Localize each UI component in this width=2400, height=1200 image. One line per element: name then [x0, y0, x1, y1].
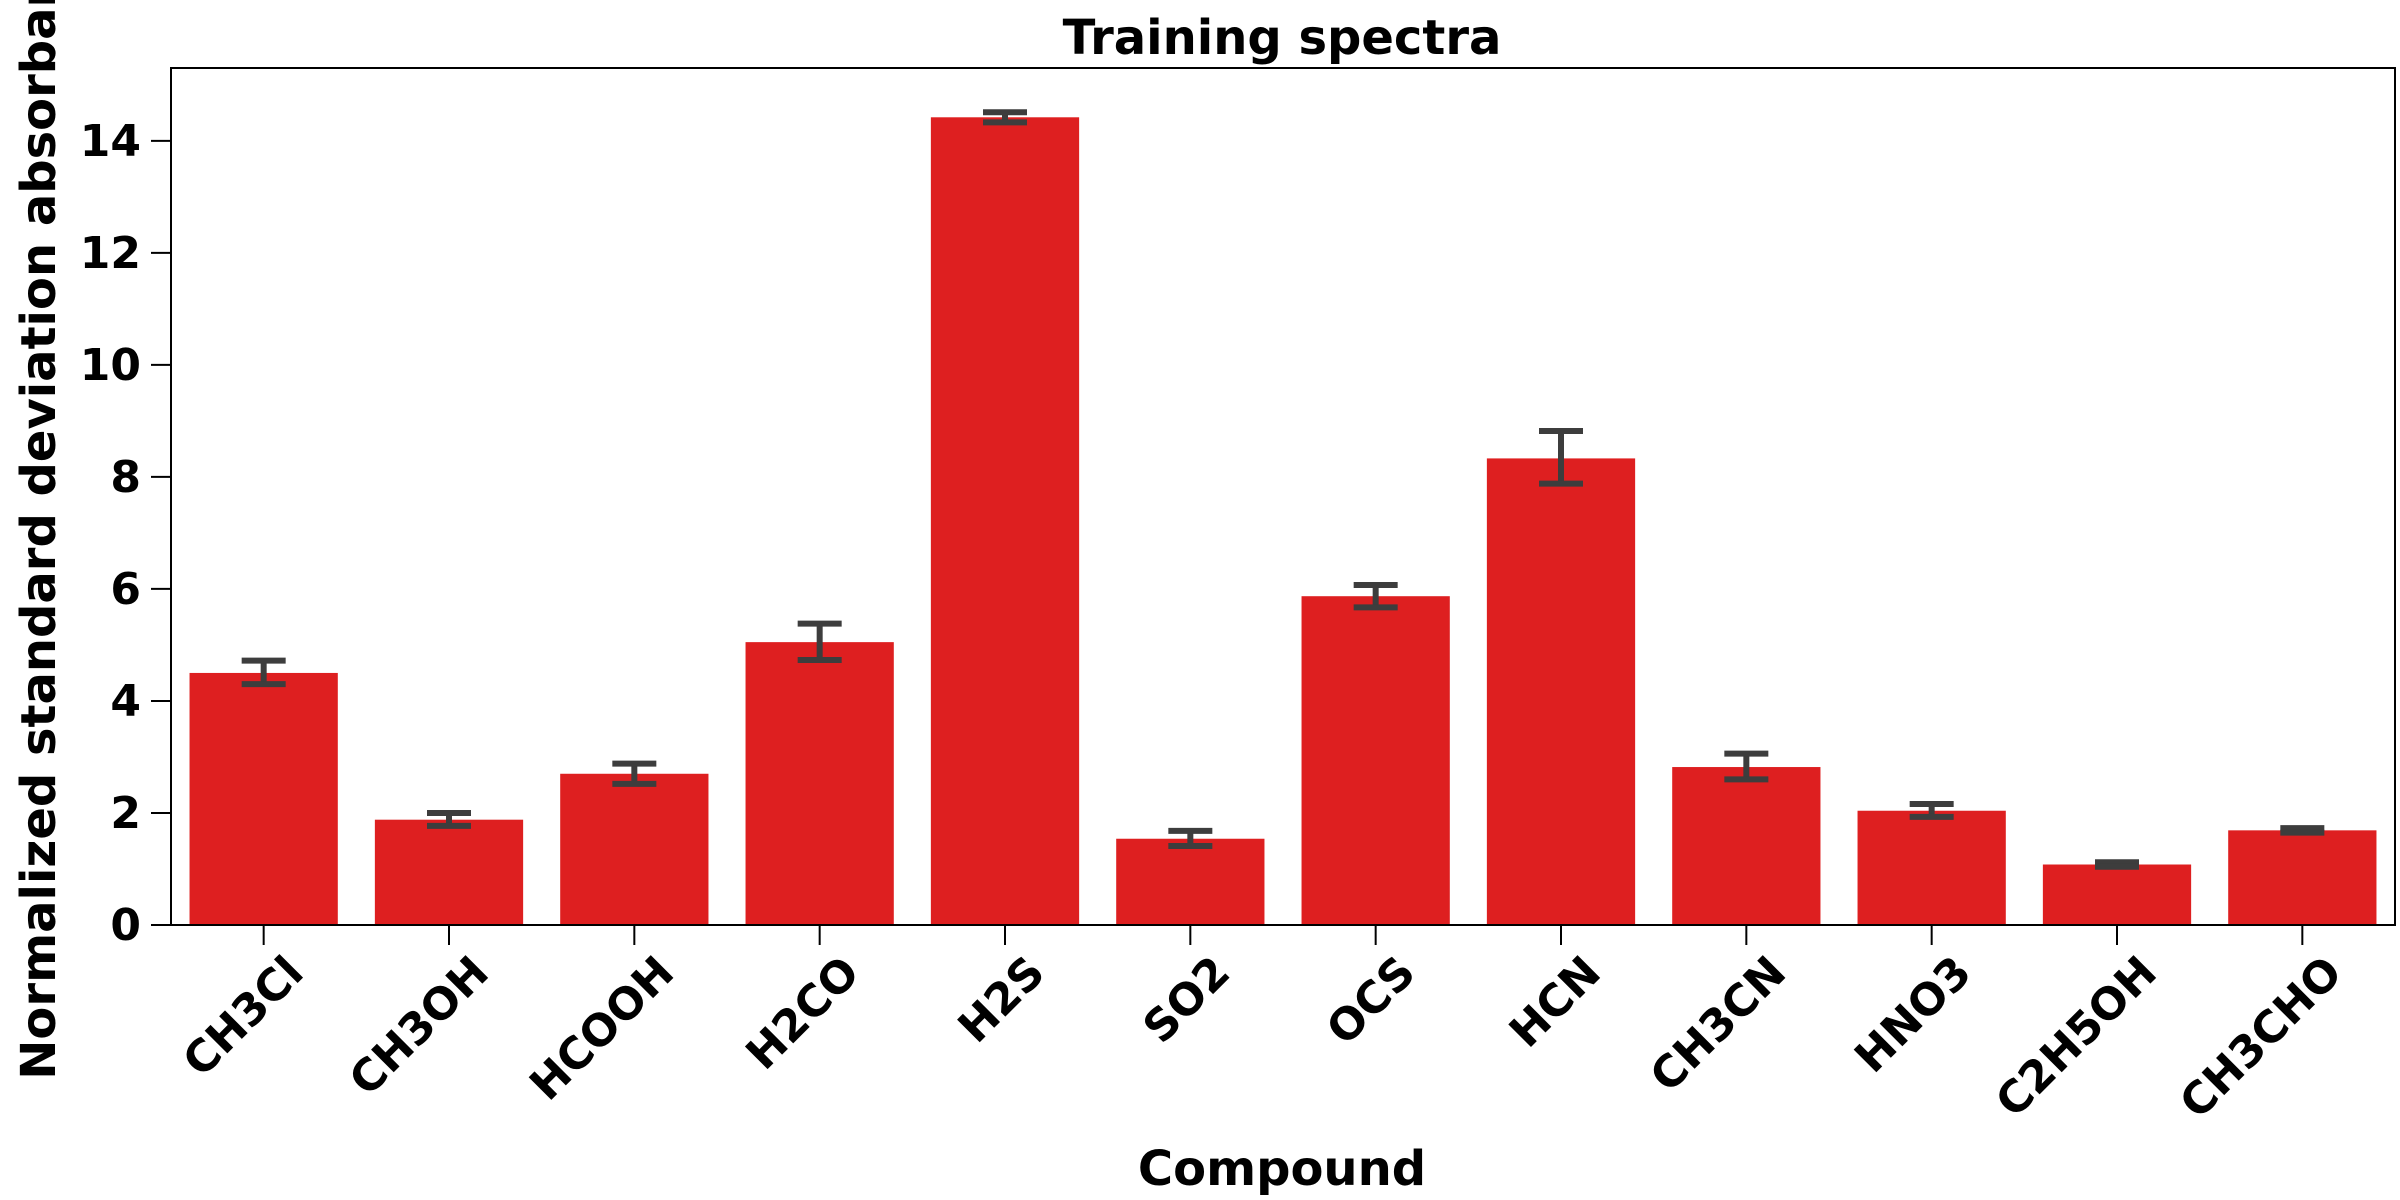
x-tick-label: CH3Cl — [173, 947, 313, 1087]
y-axis-label: Normalized standard deviation absorbance — [11, 0, 67, 1080]
x-tick-label: C2H5OH — [1986, 947, 2167, 1128]
x-tick-label: CH3CN — [1641, 947, 1796, 1102]
error-bar-h2co — [797, 620, 842, 664]
y-axis: 0 2 4 6 8 10 12 14 — [80, 116, 171, 951]
x-tick-label: HCN — [1500, 947, 1611, 1058]
error-bar-ch3cn — [1724, 750, 1769, 783]
error-bar-h2s — [983, 109, 1027, 126]
error-bar-ch3oh — [427, 809, 471, 829]
y-tick-label: 10 — [80, 340, 141, 391]
x-axis: CH3Cl CH3OH HCOOH H2CO H2S SO2 OCS HCN CH3CN HNO3… — [173, 925, 2352, 1129]
bar-hcooh — [560, 773, 709, 925]
error-bar-ch3cho — [2280, 825, 2325, 836]
bar-hno3 — [1857, 810, 2006, 925]
error-bar-hno3 — [1909, 801, 1954, 820]
bar-ch3cho — [2228, 830, 2377, 925]
error-bars-group — [241, 109, 2325, 870]
bar-h2s — [930, 117, 1080, 925]
x-tick-label: HNO3 — [1845, 947, 1981, 1083]
bar-ch3cl — [189, 672, 338, 925]
error-bar-hcooh — [612, 760, 657, 787]
bars-group — [189, 117, 2377, 925]
plot-frame — [170, 67, 2396, 926]
y-tick-label: 2 — [110, 788, 141, 839]
bar-ch3cn — [1672, 767, 1821, 925]
x-tick-label: HCOOH — [520, 947, 684, 1111]
bar-so2 — [1116, 838, 1265, 925]
bar-c2h5oh — [2042, 864, 2192, 925]
x-axis-label: Compound — [1138, 1141, 1426, 1197]
y-tick-label: 12 — [80, 228, 141, 279]
x-tick-label: OCS — [1317, 947, 1425, 1055]
x-tick-label: H2CO — [736, 947, 869, 1080]
chart-title: Training spectra — [1063, 10, 1502, 66]
y-tick-label: 14 — [80, 116, 141, 167]
y-tick-label: 4 — [110, 676, 141, 727]
y-tick-label: 8 — [110, 452, 141, 503]
bar-ocs — [1301, 596, 1450, 925]
error-bar-c2h5oh — [2095, 859, 2139, 870]
x-tick-label: H2S — [949, 947, 1055, 1053]
error-bar-ch3cl — [241, 657, 286, 688]
y-tick-label: 0 — [110, 900, 141, 951]
bar-hcn — [1486, 458, 1636, 925]
x-tick-label: SO2 — [1134, 947, 1241, 1054]
y-tick-label: 6 — [110, 564, 141, 615]
bar-ch3oh — [374, 819, 524, 925]
x-tick-label: CH3CHO — [2170, 947, 2352, 1129]
error-bar-so2 — [1168, 827, 1213, 850]
x-tick-label: CH3OH — [340, 947, 499, 1106]
error-bar-ocs — [1353, 582, 1398, 611]
error-bar-hcn — [1539, 427, 1583, 487]
bar-h2co — [745, 642, 894, 925]
